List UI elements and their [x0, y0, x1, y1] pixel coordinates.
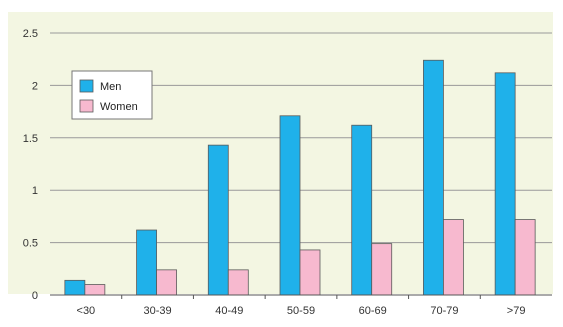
bar-women — [227, 269, 249, 296]
axes: 0 0.5 1 1.5 2 2.5 <30 30-39 40-49 50-59 60-69 70-79… — [23, 28, 552, 317]
legend: Men Women — [71, 70, 153, 120]
x-tick-label: >79 — [507, 305, 526, 317]
legend-label-men: Men — [100, 81, 121, 93]
bar-women — [514, 219, 536, 296]
bar-men — [494, 72, 516, 296]
x-tick-label: 60-69 — [359, 305, 387, 317]
x-tick-label: 30-39 — [144, 305, 172, 317]
x-tick-label: <30 — [77, 305, 96, 317]
bars — [64, 59, 536, 296]
bar-men — [207, 144, 229, 296]
bar-men — [423, 59, 444, 296]
legend-label-women: Women — [100, 101, 138, 113]
bar-women — [371, 243, 393, 296]
y-tick-label: 2.5 — [23, 28, 38, 40]
x-tick-label: 70-79 — [430, 305, 458, 317]
y-tick-label: 0.5 — [23, 238, 38, 250]
bar-women — [156, 269, 177, 296]
x-tick-label: 40-49 — [215, 305, 243, 317]
bar-men — [136, 229, 157, 296]
y-tick-label: 1.5 — [23, 133, 38, 145]
y-tick-label: 2 — [32, 80, 38, 92]
bar-women — [84, 284, 106, 296]
legend-swatch-women — [79, 99, 94, 113]
bar-women — [443, 219, 464, 296]
bar-men — [351, 124, 373, 296]
bar-women — [299, 249, 321, 296]
bar-men — [279, 115, 301, 296]
y-tick-label: 0 — [32, 290, 38, 302]
x-tick-label: 50-59 — [287, 305, 315, 317]
y-tick-label: 1 — [32, 185, 38, 197]
legend-swatch-men — [79, 79, 94, 93]
bar-men — [64, 279, 86, 296]
